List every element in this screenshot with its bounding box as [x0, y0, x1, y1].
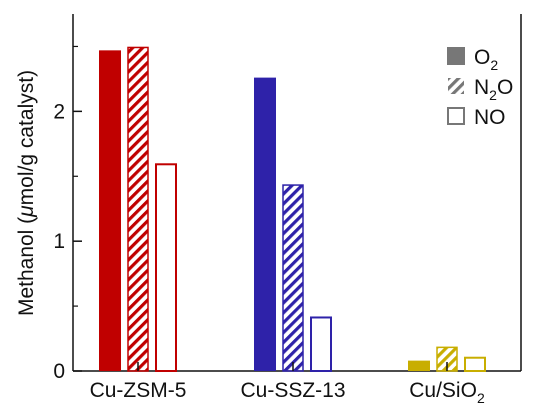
bar-cu-sio2-o2 [408, 360, 430, 371]
bar-cu-zsm-5-n2o [127, 46, 149, 372]
y-axis-title-mu: μ [15, 205, 38, 218]
y-axis-title-post: mol/g catalyst) [15, 70, 38, 205]
x-tick-label-0: Cu-ZSM-5 [90, 379, 187, 402]
y-axis: 0 1 2 [53, 45, 82, 383]
y-axis-title-pre: Methanol ( [15, 217, 38, 316]
bar-cu-ssz-13-n2o [282, 184, 304, 372]
legend-swatch-no [447, 107, 465, 125]
y-tick-label: 0 [53, 360, 65, 383]
legend-label-n2o-sub: 2 [489, 87, 497, 103]
bar-cu-zsm-5-no [155, 163, 177, 372]
y-tick-label: 2 [53, 100, 65, 123]
bars [99, 46, 486, 373]
legend-label-n2o: N2O [474, 76, 513, 103]
y-axis-title: Methanol (μmol/g catalyst) [15, 70, 38, 316]
legend-label-o2: O2 [474, 46, 498, 73]
x-tick-label-2-main: Cu/SiO [409, 379, 477, 402]
x-axis: Cu-ZSM-5 Cu-SSZ-13 Cu/SiO2 [90, 362, 485, 406]
legend-swatch-n2o [448, 78, 464, 94]
x-tick-label-0-main: Cu-ZSM-5 [90, 379, 187, 402]
legend-swatch-o2 [447, 47, 465, 65]
x-tick-label-2: Cu/SiO2 [409, 379, 485, 406]
legend-label-no: NO [474, 106, 506, 129]
legend-label-n2o-tail: O [497, 76, 513, 99]
legend-label-o2-sub: 2 [490, 57, 498, 73]
legend-label-n2o-main: N [474, 76, 489, 99]
legend-label-no-main: NO [474, 106, 506, 129]
x-tick-label-1-main: Cu-SSZ-13 [240, 379, 345, 402]
bar-cu-zsm-5-o2 [99, 50, 121, 371]
x-tick-label-2-sub: 2 [477, 390, 485, 406]
x-tick-label-1: Cu-SSZ-13 [240, 379, 345, 402]
bar-cu-sio2-no [464, 356, 486, 373]
y-tick-label: 1 [53, 230, 65, 253]
legend-label-o2-main: O [474, 46, 490, 69]
bar-cu-ssz-13-no [310, 316, 332, 372]
bar-cu-ssz-13-o2 [254, 77, 276, 372]
